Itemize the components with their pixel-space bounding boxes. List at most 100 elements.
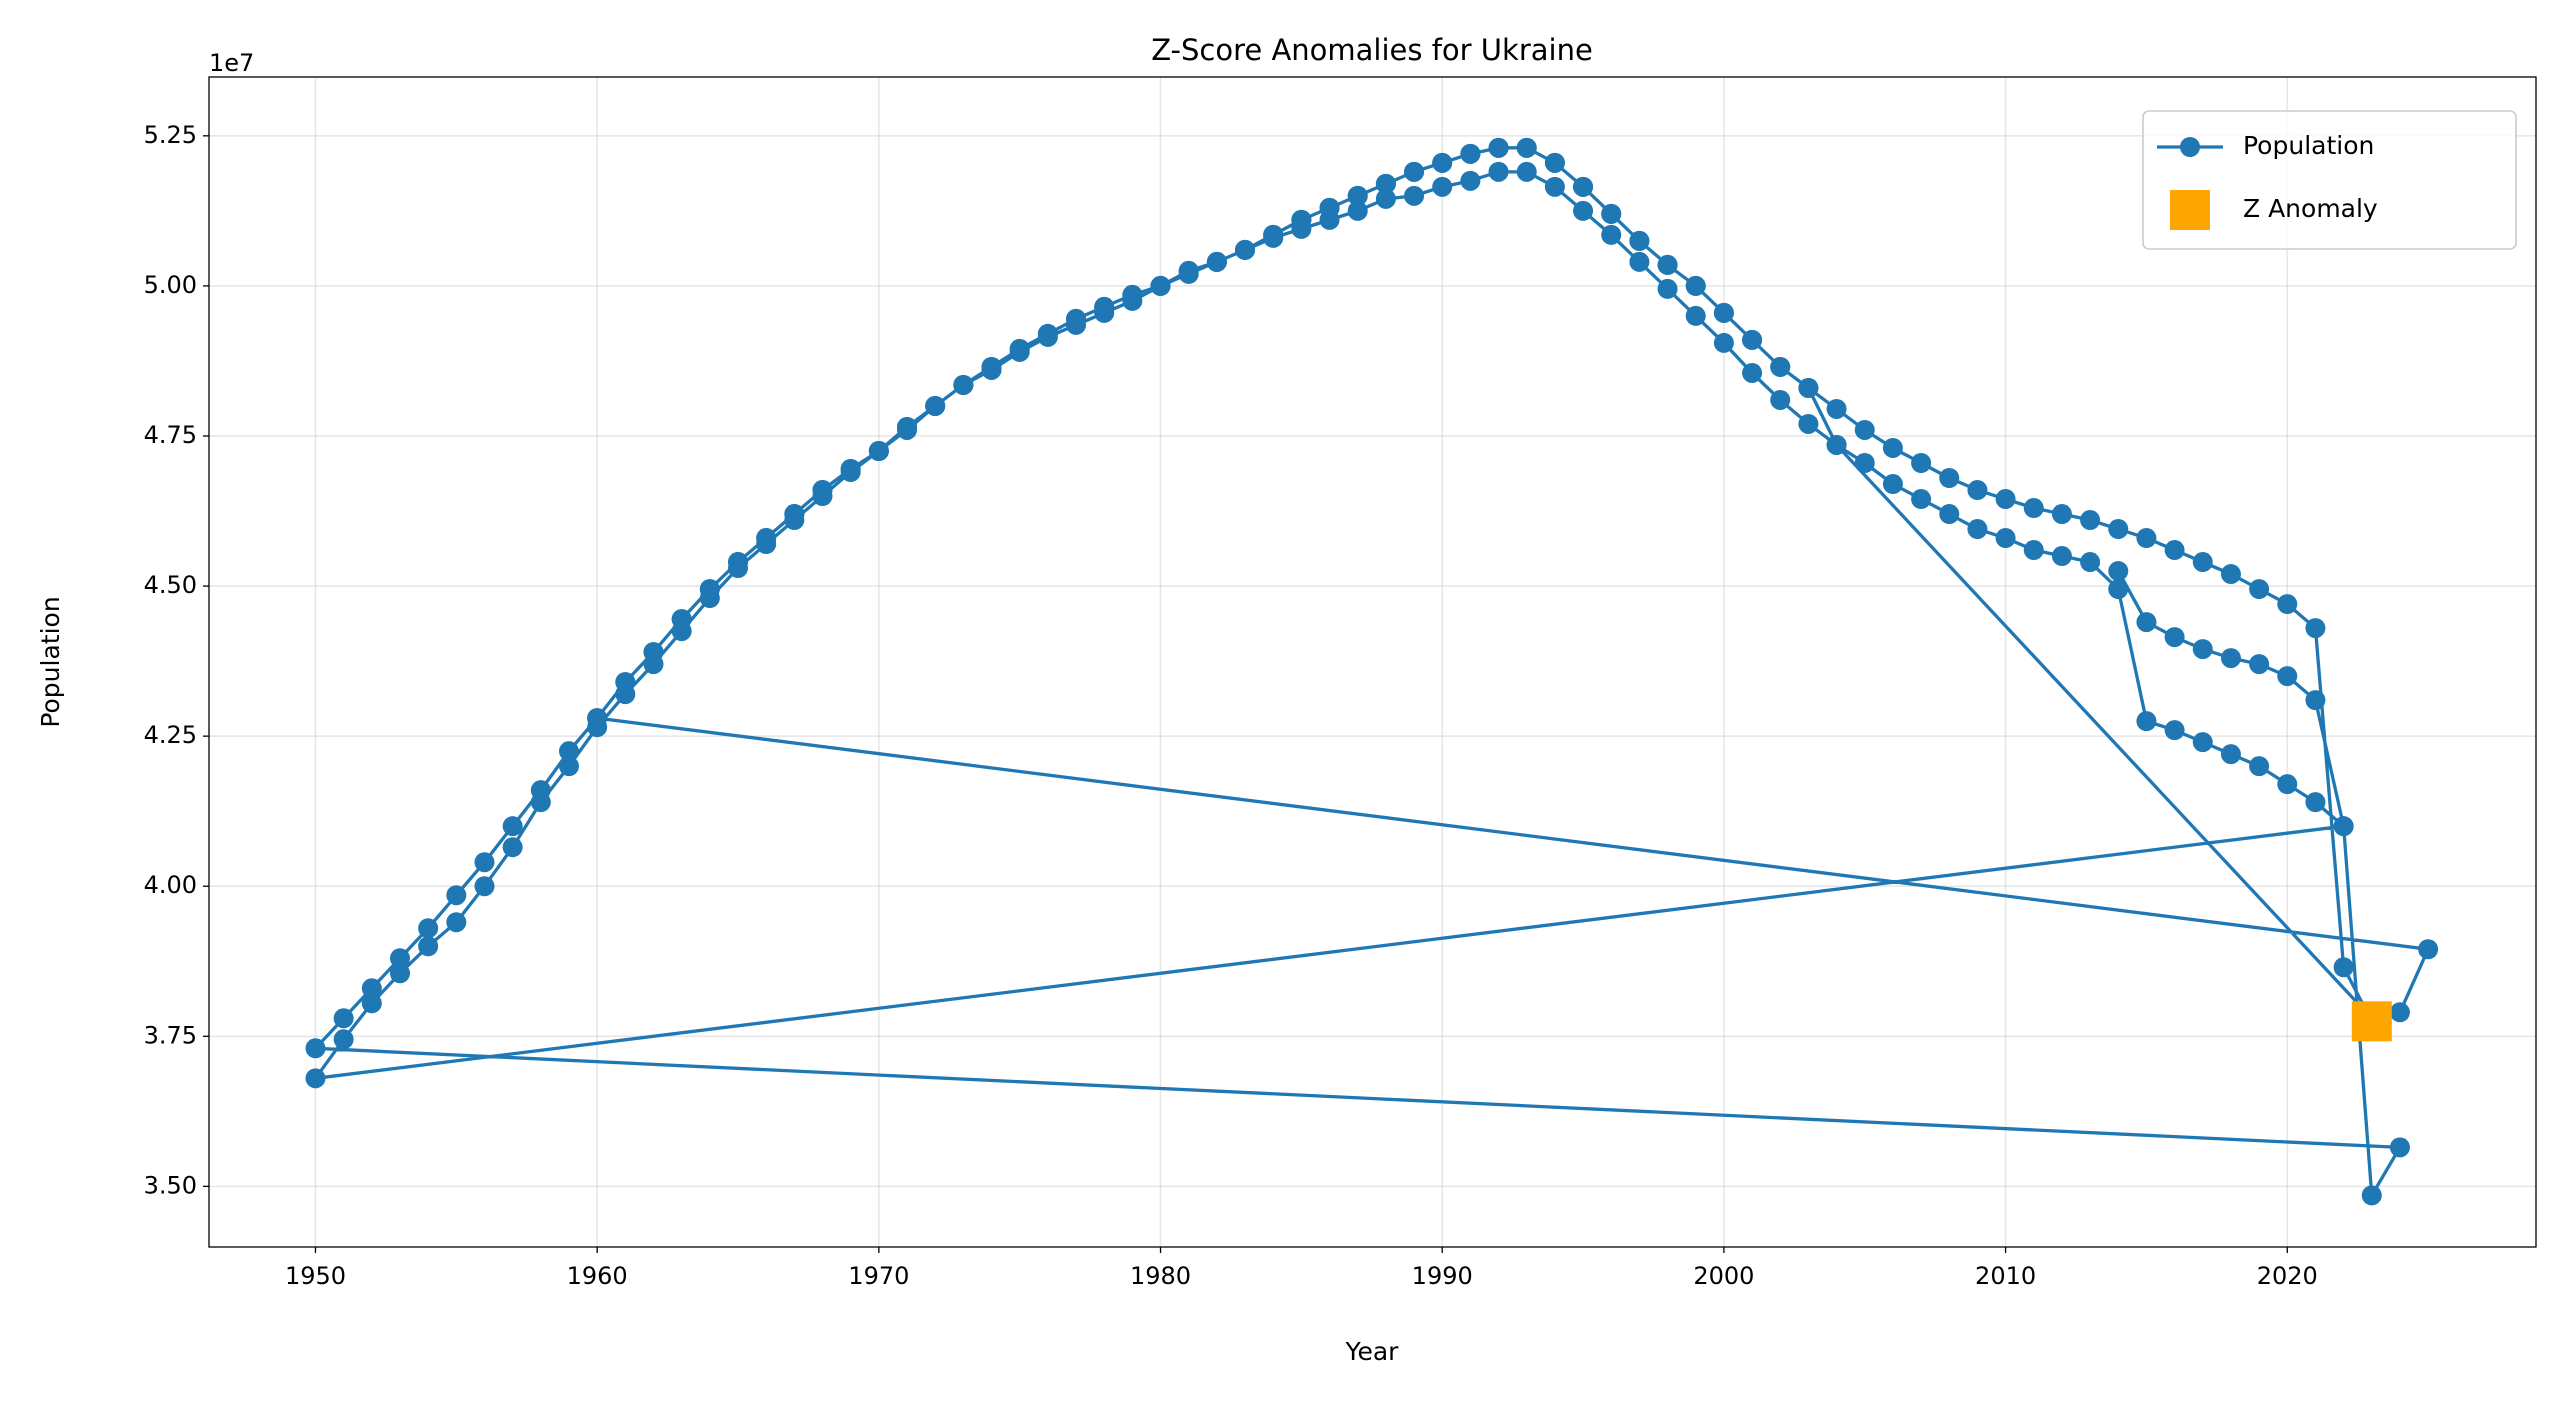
y-offset-label: 1e7 [209,49,254,77]
population-marker [305,1068,326,1089]
population-marker [2108,519,2129,540]
population-marker [1770,356,1791,377]
population-marker [1657,254,1678,275]
population-marker [1995,528,2016,549]
population-marker [756,528,777,549]
population-marker [2108,561,2129,582]
population-marker [1544,152,1565,173]
population-marker [1544,176,1565,197]
legend: Population Z Anomaly [2142,110,2517,250]
legend-box [2142,110,2517,250]
legend-label: Population [2243,131,2374,160]
population-marker [1911,489,1932,510]
population-marker [699,579,720,600]
population-marker [2220,648,2241,669]
population-marker [502,837,523,858]
population-marker [2051,504,2072,525]
population-marker [1798,377,1819,398]
population-marker [2164,540,2185,561]
population-marker [1770,389,1791,410]
population-marker [1066,308,1087,329]
population-marker [1263,224,1284,245]
population-marker [1037,323,1058,344]
population-marker [1516,161,1537,182]
y-tick-label: 4.50 [144,571,197,599]
population-marker [1347,200,1368,221]
population-marker [2389,1137,2410,1158]
population-marker [1854,419,1875,440]
population-marker [953,374,974,395]
population-marker [728,552,749,573]
population-marker [1995,489,2016,510]
population-marker [1713,302,1734,323]
population-marker [1009,338,1030,359]
population-marker [1826,434,1847,455]
population-marker [2220,744,2241,765]
population-marker [1573,176,1594,197]
population-line [313,146,2430,1198]
y-tick-label: 3.50 [144,1171,197,1199]
population-marker [1882,474,1903,495]
population-marker [1150,275,1171,296]
population-marker [1460,143,1481,164]
population-marker [1854,452,1875,473]
y-tick-label: 4.75 [144,421,197,449]
population-marker [2249,756,2270,777]
population-marker [2051,546,2072,567]
x-tick-label: 1990 [1412,1262,1473,1290]
population-marker [1094,296,1115,317]
population-marker [840,459,861,480]
population-marker [530,780,551,801]
population-marker [1347,185,1368,206]
population-marker [2361,1185,2382,1206]
population-marker [1488,161,1509,182]
population-marker [446,885,467,906]
population-marker [2305,618,2326,639]
population-marker [812,480,833,501]
population-marker [1911,452,1932,473]
y-axis-label: Population [36,596,65,727]
population-marker [2136,528,2157,549]
legend-marker [2170,190,2210,230]
population-marker [2277,666,2298,687]
population-marker [2305,690,2326,711]
population-marker [1629,251,1650,272]
population-marker [2136,711,2157,732]
population-marker [1713,332,1734,353]
population-marker [2080,510,2101,531]
population-marker [2333,957,2354,978]
population-marker [1488,137,1509,158]
population-marker [1235,239,1256,260]
population-marker [1882,437,1903,458]
x-axis-label: Year [1345,1337,1400,1366]
population-marker [446,912,467,933]
anomaly-marker [2351,1001,2392,1042]
population-marker [2249,579,2270,600]
population-marker [1404,185,1425,206]
x-tick-label: 1980 [1130,1262,1191,1290]
population-marker [474,852,495,873]
x-tick-label: 2000 [1693,1262,1754,1290]
population-marker [1573,200,1594,221]
population-marker [2333,816,2354,837]
population-marker [2389,1002,2410,1023]
population-marker [1657,278,1678,299]
population-marker [1742,329,1763,350]
population-marker [2192,552,2213,573]
y-tick-label: 5.00 [144,271,197,299]
population-marker [1685,275,1706,296]
population-marker [502,816,523,837]
x-tick-label: 2010 [1975,1262,2036,1290]
population-marker [868,440,889,461]
population-marker [1601,224,1622,245]
population-marker [1432,176,1453,197]
y-tick-label: 4.00 [144,871,197,899]
population-marker [2108,579,2129,600]
population-marker [1967,480,1988,501]
population-marker [1404,161,1425,182]
population-marker [643,642,664,663]
y-tick-label: 3.75 [144,1021,197,1049]
population-marker [361,993,382,1014]
population-marker [389,948,410,969]
